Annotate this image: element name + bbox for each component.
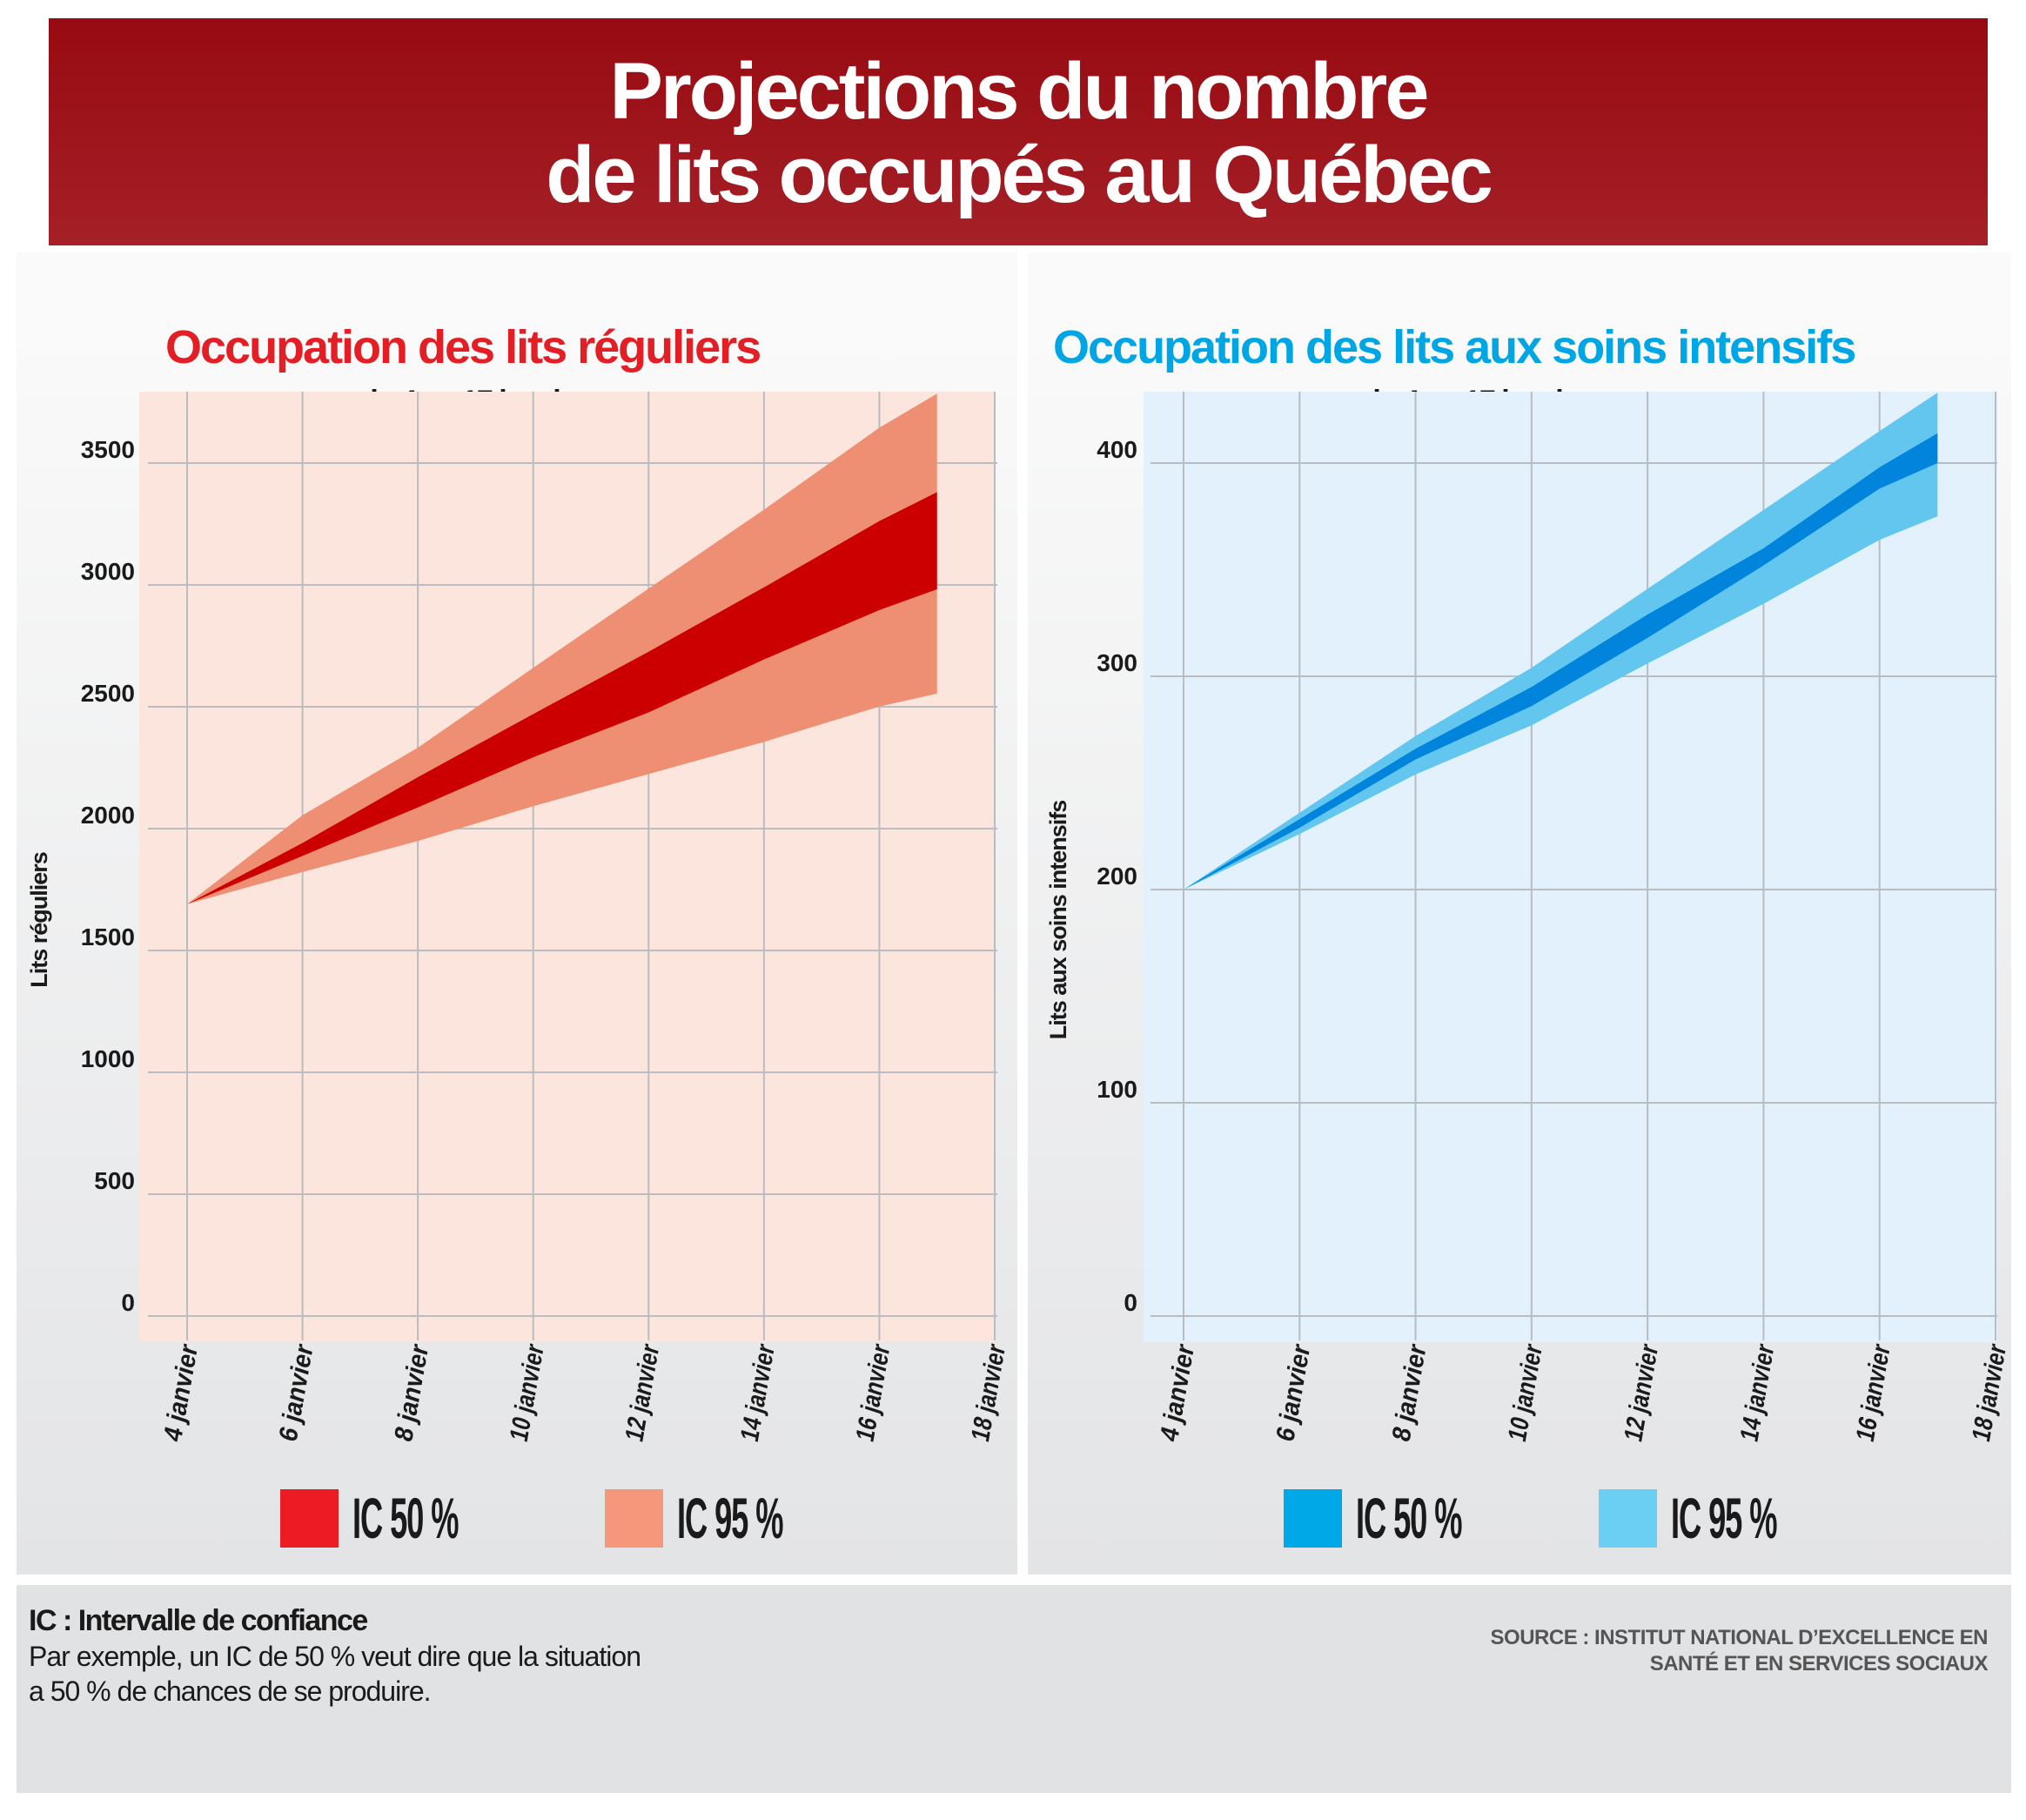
x-tick-label: 18 janvier [1968, 1340, 2012, 1446]
x-tick-label: 14 janvier [1735, 1340, 1780, 1446]
icu-beds-chart: 0 100 200 300 400 4 janvier 6 janvier 8 janvier… [1045, 392, 2012, 1445]
right-title-prefix: Occupation des lits [1053, 321, 1466, 373]
y-tick-label: 2000 [81, 802, 135, 829]
regular-beds-chart: 0 500 1000 1500 2000 2500 3000 3500 4 janvier 6 j… [26, 392, 1011, 1445]
y-tick-label: 100 [1097, 1076, 1137, 1103]
legend-swatch-ic95 [1599, 1488, 1657, 1548]
y-tick-label: 200 [1097, 863, 1137, 890]
footer-body: Par exemple, un IC de 50 % veut dire que… [29, 1639, 641, 1709]
left-chart-title: Occupation des lits réguliers [165, 320, 761, 374]
x-tick-label: 6 janvier [274, 1340, 319, 1446]
x-tick-label: 8 janvier [390, 1340, 434, 1446]
y-tick-label: 2500 [81, 680, 135, 707]
y-tick-label: 400 [1097, 436, 1137, 463]
legend-label-ic50: IC 50 % [352, 1486, 460, 1550]
source-credit: SOURCE : INSTITUT NATIONAL D’EXCELLENCE … [1490, 1625, 1989, 1677]
x-tick-label: 4 janvier [1156, 1340, 1200, 1446]
band-50 [1184, 433, 1938, 890]
x-tick-label: 4 janvier [159, 1340, 204, 1446]
legend-label-ic95: IC 95 % [1671, 1486, 1778, 1550]
band-95 [1184, 393, 1938, 890]
band-95 [187, 393, 937, 904]
x-tick-label: 14 janvier [736, 1340, 781, 1446]
x-tick-label: 10 janvier [1504, 1340, 1548, 1446]
band-50 [187, 492, 937, 904]
source-line1: SOURCE : INSTITUT NATIONAL D’EXCELLENCE … [1490, 1626, 1989, 1649]
x-tick-label: 12 janvier [1620, 1340, 1664, 1446]
footer-line2: a 50 % de chances de se produire. [29, 1676, 432, 1707]
left-legend: IC 50 % IC 95 % [280, 1485, 869, 1551]
page-title-line2: de lits occupés au Québec [546, 131, 1493, 219]
x-tick-label: 18 janvier [967, 1340, 1011, 1446]
y-tick-label: 1000 [81, 1045, 135, 1072]
legend-label-ic50: IC 50 % [1356, 1486, 1463, 1550]
y-axis-label: Lits aux soins intensifs [1045, 801, 1071, 1040]
right-chart-title: Occupation des lits aux soins intensifs [1053, 320, 1856, 374]
left-title-prefix: Occupation des lits [165, 321, 578, 373]
x-tick-label: 10 janvier [505, 1340, 549, 1446]
legend-swatch-ic95 [605, 1488, 663, 1548]
x-tick-label: 12 janvier [621, 1340, 665, 1446]
x-tick-label: 16 janvier [1851, 1340, 1895, 1446]
page-title-line1: Projections du nombre [609, 47, 1430, 136]
legend-label-ic95: IC 95 % [677, 1486, 784, 1550]
legend-swatch-ic50 [280, 1488, 339, 1548]
footer-line1: Par exemple, un IC de 50 % veut dire que… [29, 1641, 641, 1672]
y-tick-label: 300 [1097, 649, 1137, 676]
left-title-emph: réguliers [577, 321, 761, 373]
y-tick-label: 3000 [81, 558, 135, 585]
title-banner: Projections du nombre de lits occupés au… [49, 18, 1988, 245]
legend-swatch-ic50 [1284, 1488, 1342, 1548]
x-tick-label: 16 janvier [851, 1340, 896, 1446]
y-tick-label: 1500 [81, 923, 135, 950]
right-title-emph: aux soins intensifs [1465, 321, 1856, 373]
x-tick-label: 6 janvier [1271, 1340, 1316, 1446]
y-tick-label: 0 [121, 1289, 135, 1316]
y-tick-label: 3500 [81, 436, 135, 463]
y-axis-label: Lits réguliers [26, 852, 52, 988]
right-legend: IC 50 % IC 95 % [1284, 1485, 1863, 1551]
footer-note: IC : Intervalle de confiance Par exemple… [17, 1585, 2011, 1793]
source-line2: SANTÉ ET EN SERVICES SOCIAUX [1649, 1652, 1989, 1676]
footer-heading: IC : Intervalle de confiance [29, 1604, 368, 1637]
x-tick-label: 8 janvier [1387, 1340, 1432, 1446]
y-tick-label: 0 [1124, 1289, 1137, 1316]
y-tick-label: 500 [94, 1167, 135, 1194]
